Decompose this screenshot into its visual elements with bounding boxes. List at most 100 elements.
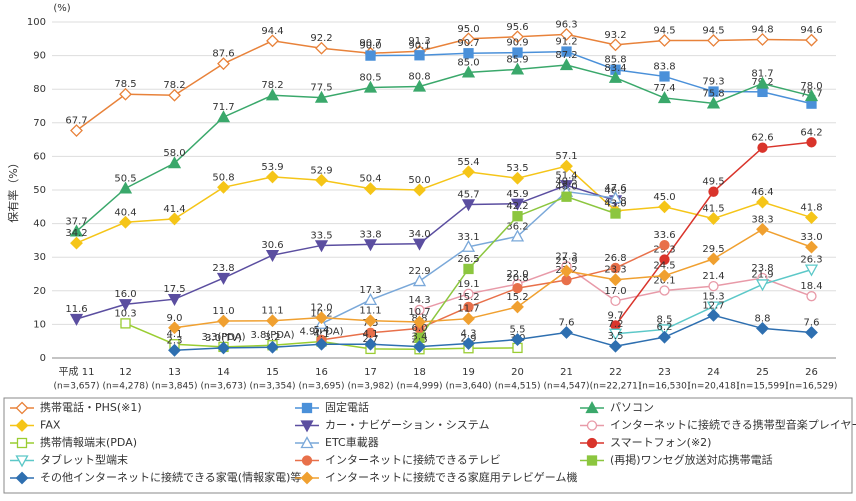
data-label: 92.2 — [310, 33, 332, 44]
x-tick-label: 13 — [168, 367, 181, 378]
marker — [707, 212, 720, 225]
marker — [315, 173, 328, 187]
data-label: 95.0 — [457, 24, 479, 35]
data-label: 4.1 — [314, 329, 330, 340]
marker — [363, 293, 378, 306]
marker — [560, 28, 573, 41]
marker — [120, 318, 131, 329]
legend-label: インターネットに接続できるテレビ — [325, 453, 501, 467]
data-label: 45.9 — [506, 189, 528, 200]
data-label: 50.0 — [408, 175, 430, 186]
marker — [757, 142, 768, 153]
data-label: 38.3 — [751, 214, 773, 225]
marker — [462, 165, 475, 179]
x-tick-label: 12 — [119, 367, 132, 378]
marker — [510, 62, 525, 75]
data-label: 26.8 — [604, 253, 626, 264]
data-label: 11.7 — [457, 304, 479, 315]
y-title: 保有率（%） — [6, 157, 20, 222]
marker — [608, 328, 623, 341]
legend-label: ETC車載器 — [325, 435, 379, 449]
marker — [364, 314, 377, 328]
data-label: 45.0 — [653, 192, 675, 203]
x-tick-sample: (n=3,640) — [445, 382, 491, 392]
data-label: 96.3 — [555, 19, 577, 30]
data-label: 78.0 — [800, 81, 822, 92]
marker — [15, 419, 29, 432]
marker — [707, 34, 720, 47]
marker — [658, 34, 671, 47]
marker — [119, 87, 132, 101]
x-tick-sample: (n=4,278) — [102, 382, 148, 392]
data-label: 64.2 — [800, 127, 822, 138]
series-line — [174, 228, 812, 329]
data-label: 24.5 — [653, 261, 675, 272]
marker — [586, 437, 598, 449]
marker — [756, 222, 769, 236]
data-label: 34.0 — [408, 229, 430, 240]
data-label: 79.3 — [702, 77, 724, 88]
marker — [805, 240, 818, 254]
data-label: 53.5 — [506, 163, 528, 174]
legend-label: インターネットに接続できる家庭用テレビゲーム機 — [325, 470, 577, 484]
x-tick-label: 18 — [413, 367, 426, 378]
data-label: 46.4 — [751, 187, 773, 198]
marker — [512, 211, 523, 222]
data-label: 5.4 — [314, 325, 330, 336]
data-label: 94.8 — [751, 24, 773, 35]
data-label: 3.3(PDA) — [201, 332, 245, 343]
data-label: 15.2 — [506, 292, 528, 303]
marker — [217, 341, 230, 355]
series-line — [174, 314, 812, 352]
marker — [217, 180, 230, 194]
marker — [804, 89, 819, 102]
data-label: 78.5 — [114, 79, 136, 90]
legend-label: カー・ナビゲーション・システム — [325, 419, 489, 432]
legend-label: 携帯情報端末(PDA) — [40, 435, 137, 449]
x-tick-label: 14 — [217, 367, 230, 378]
x-tick-sample: (n=3,354) — [249, 382, 295, 392]
marker — [315, 311, 328, 325]
marker — [300, 471, 314, 485]
marker — [412, 238, 427, 251]
marker — [413, 315, 426, 329]
marker — [805, 33, 818, 47]
data-label: 10.7 — [408, 307, 430, 318]
marker — [560, 159, 573, 173]
data-label: 17.0 — [604, 286, 626, 297]
marker — [463, 48, 474, 59]
data-label: 3.5 — [608, 331, 624, 342]
marker — [610, 295, 621, 307]
marker — [511, 30, 524, 44]
data-label: 93.2 — [604, 30, 626, 41]
data-label: 77.5 — [310, 83, 332, 94]
data-label: 33.1 — [457, 232, 479, 243]
marker — [69, 313, 84, 326]
x-tick-sample: (n=3,982) — [347, 382, 393, 392]
x-tick-sample: (n=20,418) — [688, 382, 740, 392]
data-label: 94.4 — [261, 26, 283, 37]
marker — [757, 86, 768, 98]
data-label: 41.8 — [800, 203, 822, 214]
y-tick-label: 10 — [33, 319, 46, 330]
marker — [118, 181, 133, 194]
data-label: 33.0 — [800, 232, 822, 243]
series-line — [76, 165, 812, 244]
data-label: 3.4 — [412, 332, 428, 343]
data-label: 20.8 — [506, 273, 528, 284]
x-tick-sample: (n=4,515) — [494, 382, 540, 392]
legend-label: (再掲)ワンセグ放送対応携帯電話 — [610, 453, 773, 467]
marker — [266, 34, 279, 48]
data-label: 50.5 — [114, 173, 136, 184]
marker — [364, 182, 377, 196]
data-label: 21.9 — [751, 269, 773, 280]
data-label: 15.2 — [457, 292, 479, 303]
data-label: 4.9(PDA) — [299, 327, 343, 338]
marker — [300, 420, 314, 433]
data-label: 90.9 — [506, 38, 528, 49]
data-label: 2.3 — [167, 335, 183, 346]
marker — [610, 262, 621, 274]
data-label: 85.0 — [457, 57, 479, 68]
data-label: 71.7 — [212, 102, 234, 113]
data-label: 51.4 — [555, 170, 577, 181]
